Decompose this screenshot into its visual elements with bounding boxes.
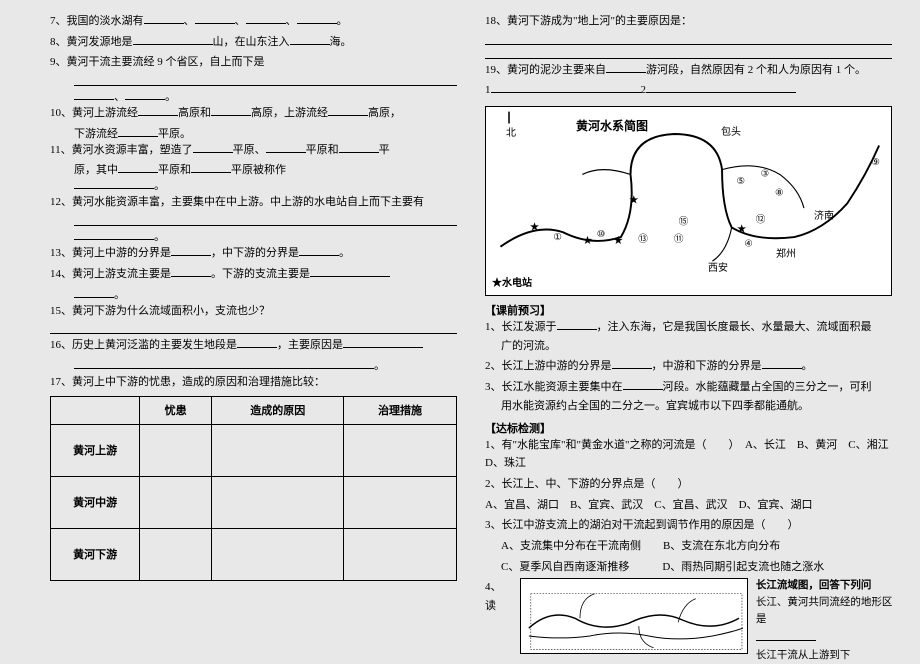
q14: 14、黄河上游支流主要是。下游的支流主要是 <box>50 265 465 284</box>
river-svg: ★ ★ ★ ★ ★ ① ⑩ ⑬ ⑪ ⑮ ④ ⑫ ⑤ ③ ⑧ ⑨ <box>486 107 891 290</box>
map-legend: ★水电站 <box>492 274 532 289</box>
right-column: 18、黄河下游成为"地上河"的主要原因是： 19、黄河的泥沙主要来自游河段，自然… <box>485 12 900 650</box>
svg-text:★: ★ <box>737 222 747 235</box>
svg-text:⑪: ⑪ <box>674 234 684 245</box>
q13: 13、黄河上中游的分界是，中下游的分界是。 <box>50 244 465 263</box>
svg-text:⑤: ⑤ <box>737 176 746 187</box>
q11: 11、黄河水资源丰富，塑造了平原、平原和平 <box>50 141 465 160</box>
svg-text:★: ★ <box>582 234 592 247</box>
t3a: A、支流集中分布在干流南侧 B、支流在东北方向分布 <box>485 537 900 556</box>
row-up: 黄河上游 <box>51 424 140 476</box>
th-blank <box>51 396 140 424</box>
comparison-table: 忧患 造成的原因 治理措施 黄河上游 黄河中游 黄河下游 <box>50 396 457 581</box>
t2: 2、长江上、中、下游的分界点是（ ） <box>485 475 900 494</box>
city-zhengzhou: 郑州 <box>776 245 796 260</box>
left-column: 7、我国的淡水湖有、、、。 8、黄河发源地是山，在山东注入海。 9、黄河干流主要… <box>50 12 465 650</box>
svg-text:⑬: ⑬ <box>638 234 648 245</box>
t3b: C、夏季风自西南逐渐推移 D、雨热同期引起支流也随之涨水 <box>485 558 900 577</box>
q8: 8、黄河发源地是山，在山东注入海。 <box>50 33 465 52</box>
th-3: 治理措施 <box>344 396 456 424</box>
svg-text:★: ★ <box>613 234 623 247</box>
p2: 2、长江上游中游的分界是，中游和下游的分界是。 <box>485 357 900 376</box>
svg-text:③: ③ <box>761 168 770 179</box>
q12: 12、黄河水能资源丰富，主要集中在中上游。中上游的水电站自上而下主要有 <box>50 193 465 212</box>
q19: 19、黄河的泥沙主要来自游河段，自然原因有 2 个和人为原因有 1 个。 <box>485 61 900 80</box>
t4-label: 4、读 <box>485 578 512 615</box>
p1: 1、长江发源于，注入东海，它是我国长度最长、水量最大、流域面积最广的河流。 <box>485 318 900 355</box>
q10: 10、黄河上游流经高原和高原，上游流经高原， <box>50 104 465 123</box>
q9: 9、黄河干流主要流经 9 个省区，自上而下是 <box>50 53 465 72</box>
svg-text:⑨: ⑨ <box>871 157 880 168</box>
q18: 18、黄河下游成为"地上河"的主要原因是： <box>485 12 900 31</box>
th-1: 忧患 <box>140 396 212 424</box>
svg-text:★: ★ <box>629 193 639 206</box>
q7: 7、我国的淡水湖有、、、。 <box>50 12 465 31</box>
p3: 3、长江水能资源主要集中在河段。水能蕴藏量占全国的三分之一，可利用水能资源约占全… <box>485 378 900 415</box>
t2o: A、宜昌、湖口 B、宜宾、武汉 C、宜昌、武汉 D、宜宾、湖口 <box>485 496 900 515</box>
q16: 16、历史上黄河泛滥的主要发生地段是，主要原因是 <box>50 336 465 355</box>
t4-right-text: 长江流域图，回答下列问 长江、黄河共同流经的地形区是 长江干流从上游到下 <box>756 578 900 664</box>
t4-row: 4、读 长江流域图，回答下列问 长江、黄河共同流经的地形区是 长江干流从上游到下 <box>485 578 900 664</box>
row-down: 黄河下游 <box>51 528 140 580</box>
q19a: 12 <box>485 81 900 100</box>
city-baotou: 包头 <box>721 123 741 138</box>
row-mid: 黄河中游 <box>51 476 140 528</box>
q17: 17、黄河上中下游的忧患，造成的原因和治理措施比较： <box>50 373 465 392</box>
yellow-river-map: ┃北 黄河水系简图 ★ ★ ★ ★ ★ ① ⑩ ⑬ ⑪ ⑮ ④ ⑫ ⑤ ③ ⑧ … <box>485 106 892 296</box>
preclass-heading: 【课前预习】 <box>485 302 900 318</box>
yangtze-map <box>520 578 748 654</box>
svg-text:⑧: ⑧ <box>775 188 784 199</box>
svg-text:④: ④ <box>744 239 753 250</box>
svg-text:⑩: ⑩ <box>597 229 606 240</box>
svg-text:★: ★ <box>529 220 539 233</box>
city-xian: 西安 <box>708 259 728 274</box>
t3: 3、长江中游支流上的湖泊对干流起到调节作用的原因是（ ） <box>485 516 900 535</box>
svg-text:①: ① <box>553 232 562 243</box>
svg-text:⑫: ⑫ <box>756 215 766 226</box>
t1: 1、有"水能宝库"和"黄金水道"之称的河流是（ ） A、长江 B、黄河 C、湘江… <box>485 436 900 473</box>
test-heading: 【达标检测】 <box>485 420 900 436</box>
th-2: 造成的原因 <box>212 396 344 424</box>
svg-text:⑮: ⑮ <box>679 217 689 228</box>
q15: 15、黄河下游为什么流域面积小，支流也少？ <box>50 302 465 321</box>
city-jinan: 济南 <box>814 207 834 222</box>
